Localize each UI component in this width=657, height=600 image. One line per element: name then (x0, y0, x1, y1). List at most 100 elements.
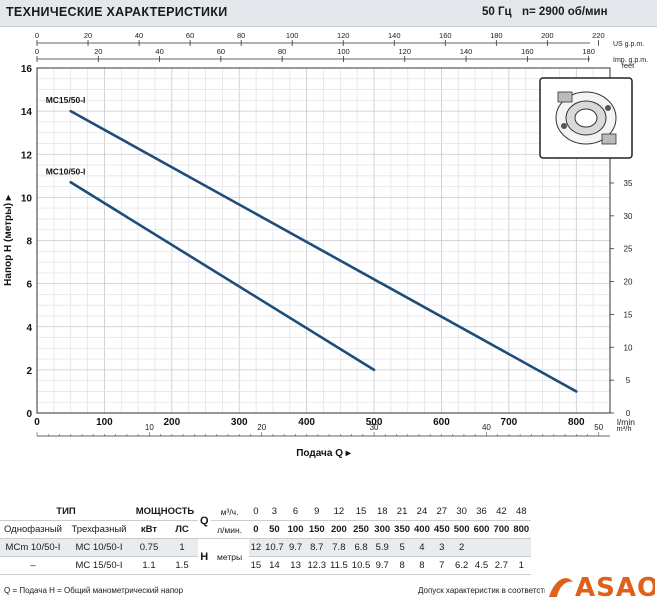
us-gpm-tick-label: 20 (84, 31, 92, 40)
q-m3h-cell: 18 (372, 503, 393, 521)
row2-h: 8 (392, 556, 413, 575)
m3h-unit: м³/ч. (210, 503, 249, 521)
x-tick-label: 400 (298, 417, 315, 428)
imp-gpm-tick-label: 140 (460, 47, 473, 56)
q-lmin-cell: 0 (248, 520, 264, 539)
y-tick-label: 0 (26, 409, 32, 420)
q-lmin-cell: 300 (372, 520, 393, 539)
feet-tick-label: 10 (624, 343, 633, 352)
x-tick-label: 0 (34, 417, 40, 428)
row2-h: 1 (511, 556, 532, 575)
row1-h: 3 (431, 538, 452, 557)
h-unit: метры (210, 538, 249, 575)
q-lmin-cell: 250 (349, 520, 373, 539)
imp-gpm-tick-label: 120 (398, 47, 411, 56)
imp-gpm-tick-label: 60 (217, 47, 225, 56)
y-tick-label: 2 (26, 366, 32, 377)
x-tick-label: 500 (366, 417, 383, 428)
us-gpm-unit-label: US g.p.m. (613, 41, 644, 48)
m3h-tick-label: 30 (370, 423, 379, 432)
row2-h: 8 (412, 556, 432, 575)
series-line (69, 109, 578, 393)
chart-series: MC15/50-I MC10/50-I (46, 95, 578, 393)
row1-h: 2 (451, 538, 472, 557)
y-tick-label: 10 (21, 193, 33, 204)
chart-ticks: 0 2 4 6 8 10 12 14 16 Напор H (метры) ▸ 0 5 10 15 20 25… (3, 31, 648, 459)
series-label: MC15/50-I (46, 95, 86, 105)
q-m3h-cell: 0 (248, 503, 264, 521)
footer-legend: Q = Подача H = Общий манометрический нап… (4, 586, 184, 595)
chart-grid (36, 67, 611, 414)
row1-h (471, 538, 492, 557)
series-label: MC10/50-I (46, 166, 86, 176)
q-lmin-cell: 100 (285, 520, 306, 539)
header-bar: ТЕХНИЧЕСКИЕ ХАРАКТЕРИСТИКИ 50 Гц n= 2900… (0, 0, 657, 27)
us-gpm-tick-label: 120 (337, 31, 350, 40)
q-lmin-cell: 600 (471, 520, 492, 539)
x-tick-label: 100 (96, 417, 113, 428)
y-tick-label: 16 (21, 64, 33, 75)
x-tick-label: 700 (501, 417, 518, 428)
frequency-label: 50 Гц (482, 6, 512, 18)
row2-h: 10.5 (349, 556, 373, 575)
row1-h: 4 (412, 538, 432, 557)
x-tick-label: 600 (433, 417, 450, 428)
chart-axes (36, 42, 611, 437)
row2-h: 7 (431, 556, 452, 575)
us-gpm-tick-label: 100 (286, 31, 299, 40)
feet-tick-label: 35 (624, 179, 633, 188)
row2-kw: 1.1 (132, 556, 166, 575)
three-phase-header: Трехфазный (66, 520, 132, 539)
logo-text: ASAO (575, 573, 655, 600)
q-m3h-cell: 15 (349, 503, 373, 521)
page-title: ТЕХНИЧЕСКИЕ ХАРАКТЕРИСТИКИ (6, 5, 228, 19)
q-m3h-cell: 9 (305, 503, 328, 521)
m3h-tick-label: 40 (482, 423, 491, 432)
row2-h: 2.7 (491, 556, 512, 575)
row1-h: 8.7 (305, 538, 328, 557)
asao-logo: ASAO (545, 570, 655, 600)
y-tick-label: 4 (26, 323, 32, 334)
q-m3h-cell: 42 (491, 503, 512, 521)
y-tick-label: 12 (21, 150, 33, 161)
q-lmin-cell: 800 (511, 520, 532, 539)
footer-tolerance: Допуск характеристик в соответствии с EN… (418, 586, 645, 595)
row1-h: 9.7 (285, 538, 306, 557)
row2-h: 9.7 (372, 556, 393, 575)
row1-h: 5 (392, 538, 413, 557)
imp-gpm-tick-label: 180 (582, 47, 595, 56)
us-gpm-tick-label: 140 (388, 31, 401, 40)
us-gpm-tick-label: 40 (135, 31, 143, 40)
pump-performance-chart: 0 2 4 6 8 10 12 14 16 Напор H (метры) ▸ 0 5 10 15 20 25… (3, 31, 648, 459)
q-lmin-cell: 700 (491, 520, 512, 539)
row2-h: 12.3 (305, 556, 328, 575)
row2-h: 6.2 (451, 556, 472, 575)
x-tick-label: 800 (568, 417, 585, 428)
q-lmin-cell: 400 (412, 520, 432, 539)
q-m3h-cell: 6 (285, 503, 306, 521)
row1-h: 6.8 (349, 538, 373, 557)
series-line (69, 180, 376, 372)
q-m3h-cell: 30 (451, 503, 472, 521)
y-tick-label: 6 (26, 280, 32, 291)
x-axis-label: Подача Q ▸ (296, 448, 352, 459)
row1-h: 12 (248, 538, 264, 557)
row2-h: 14 (263, 556, 286, 575)
pump-flange-icon (539, 77, 633, 159)
q-lmin-cell: 50 (263, 520, 286, 539)
feet-tick-label: 25 (624, 245, 633, 254)
imp-gpm-tick-label: 0 (35, 47, 39, 56)
q-lmin-cell: 500 (451, 520, 472, 539)
h-symbol: H (198, 538, 211, 575)
row2-single: – (0, 556, 66, 575)
q-m3h-cell: 27 (431, 503, 452, 521)
x-tick-label: 200 (163, 417, 180, 428)
us-gpm-tick-label: 200 (541, 31, 554, 40)
hp-header: ЛС (166, 520, 198, 539)
m3h-unit-label: m³/h (617, 424, 632, 433)
q-m3h-cell: 21 (392, 503, 413, 521)
row2-hp: 1.5 (166, 556, 198, 575)
power-header: МОЩНОСТЬ (132, 503, 198, 521)
q-m3h-cell: 24 (412, 503, 432, 521)
m3h-tick-label: 20 (257, 423, 266, 432)
